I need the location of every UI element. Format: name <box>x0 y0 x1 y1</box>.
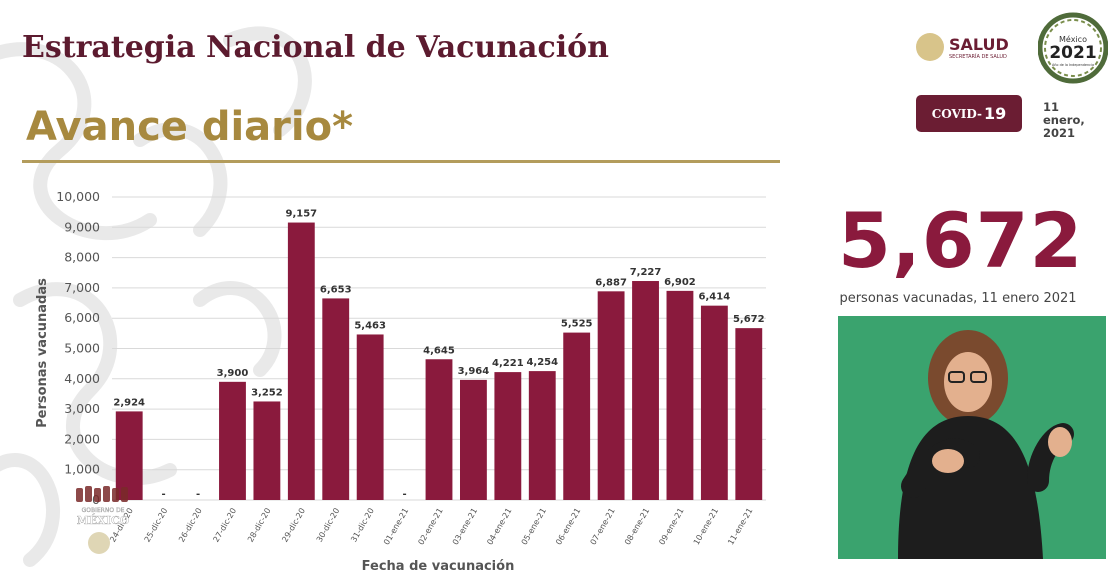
anniversary-year: 2021 <box>1049 43 1096 63</box>
report-date: 11 enero, 2021 <box>1043 100 1085 140</box>
summary-caption: personas vacunadas, 11 enero 2021 <box>839 291 1077 306</box>
x-tick-label: 02-ene-21 <box>416 507 444 547</box>
y-tick-label: 6,000 <box>64 310 100 325</box>
data-label: 9,157 <box>285 209 317 220</box>
y-axis-label: Personas vacunadas <box>35 278 50 428</box>
data-label: 6,887 <box>595 277 627 288</box>
page-subtitle: Avance diario* <box>26 104 354 150</box>
x-tick-label: 27-dic-20 <box>211 507 238 544</box>
data-label: 5,672 <box>733 314 765 325</box>
x-tick-label: 06-ene-21 <box>554 507 582 547</box>
salud-label: SALUD <box>949 35 1009 54</box>
y-tick-label: 1,000 <box>64 462 100 477</box>
data-label: 5,463 <box>354 320 386 331</box>
bar <box>115 411 143 500</box>
data-label: 3,964 <box>458 366 490 377</box>
bar <box>459 379 487 500</box>
data-label: 4,645 <box>423 345 455 356</box>
data-label: 4,254 <box>526 357 558 368</box>
bar <box>219 381 246 500</box>
bar <box>563 332 591 500</box>
bar <box>287 222 315 500</box>
salud-logo: SALUD SECRETARÍA DE SALUD <box>916 33 1018 63</box>
data-label: 5,525 <box>561 319 593 330</box>
bar <box>700 305 728 500</box>
x-tick-label: 25-dic-20 <box>143 507 170 544</box>
data-label: - <box>403 489 407 500</box>
x-tick-label: 29-dic-20 <box>280 507 307 544</box>
interpreter-figure-icon <box>838 316 1106 559</box>
x-tick-label: 30-dic-20 <box>315 507 342 544</box>
summary-value: 5,672 <box>838 196 1084 285</box>
data-label: 4,221 <box>492 358 524 369</box>
salud-sublabel: SECRETARÍA DE SALUD <box>949 54 1007 60</box>
y-tick-label: 9,000 <box>64 219 100 234</box>
title-divider <box>22 160 780 163</box>
salud-seal-icon <box>916 33 944 61</box>
x-tick-label: 08-ene-21 <box>623 507 651 547</box>
bar <box>322 298 350 500</box>
y-tick-label: 10,000 <box>56 189 100 204</box>
bar <box>253 401 281 500</box>
chart-bars <box>115 222 763 500</box>
covid-badge: COVID- 19 <box>916 95 1022 132</box>
mexico-2021-logo: México 2021 Año de la Independencia <box>1038 12 1108 84</box>
x-tick-label: 26-dic-20 <box>177 507 204 544</box>
covid-badge-number: 19 <box>984 104 1007 123</box>
bar <box>528 371 556 500</box>
data-label: 3,900 <box>217 368 249 379</box>
data-label: - <box>196 489 200 500</box>
x-tick-label: 10-ene-21 <box>692 507 720 547</box>
y-tick-label: 5,000 <box>64 341 100 356</box>
bar <box>425 359 453 500</box>
x-tick-label: 09-ene-21 <box>657 507 685 547</box>
daily-vaccination-chart: 01,0002,0003,0004,0005,0006,0007,0008,00… <box>35 189 766 574</box>
x-tick-label: 31-dic-20 <box>349 507 376 544</box>
bar <box>632 281 659 500</box>
y-tick-label: 2,000 <box>64 431 100 446</box>
bar <box>356 334 384 500</box>
x-tick-label: 01-ene-21 <box>382 507 410 547</box>
bar <box>666 290 694 500</box>
bar <box>494 372 522 500</box>
anniversary-line3: Año de la Independencia <box>1052 63 1094 67</box>
x-tick-label: 05-ene-21 <box>520 507 548 547</box>
background-pattern <box>0 26 312 567</box>
covid-badge-prefix: COVID- <box>931 106 983 121</box>
data-label: - <box>162 489 166 500</box>
gob-seal-icon <box>88 532 110 554</box>
x-tick-label: 03-ene-21 <box>451 507 479 547</box>
y-axis-ticks: 01,0002,0003,0004,0005,0006,0007,0008,00… <box>56 189 100 507</box>
data-label: 6,653 <box>320 284 352 295</box>
x-tick-label: 28-dic-20 <box>246 507 273 544</box>
bar <box>735 328 763 500</box>
y-tick-label: 4,000 <box>64 371 100 386</box>
data-label: 7,227 <box>630 267 662 278</box>
y-tick-label: 7,000 <box>64 280 100 295</box>
data-label: 2,924 <box>113 397 145 408</box>
data-label: 6,902 <box>664 277 696 288</box>
data-label: 6,414 <box>699 292 731 303</box>
anniversary-line1: México <box>1059 34 1087 44</box>
gob-line1: GOBIERNO DE <box>82 507 125 514</box>
data-label: 3,252 <box>251 387 283 398</box>
gobierno-mexico-logo: GOBIERNO DE MÉXICO <box>76 486 130 527</box>
page-title: Estrategia Nacional de Vacunación <box>22 30 609 65</box>
x-axis-label: Fecha de vacunación <box>362 559 515 574</box>
gob-line2: MÉXICO <box>77 513 130 527</box>
y-tick-label: 8,000 <box>64 250 100 265</box>
x-tick-label: 07-ene-21 <box>589 507 617 547</box>
x-axis-ticks: 24-dic-20 25-dic-20 26-dic-20 27-dic-20 28-d… <box>108 507 754 547</box>
interpreter-video <box>838 316 1106 559</box>
x-tick-label: 04-ene-21 <box>485 507 513 547</box>
y-tick-label: 3,000 <box>64 401 100 416</box>
x-tick-label: 11-ene-21 <box>726 507 754 547</box>
bar <box>597 291 625 500</box>
